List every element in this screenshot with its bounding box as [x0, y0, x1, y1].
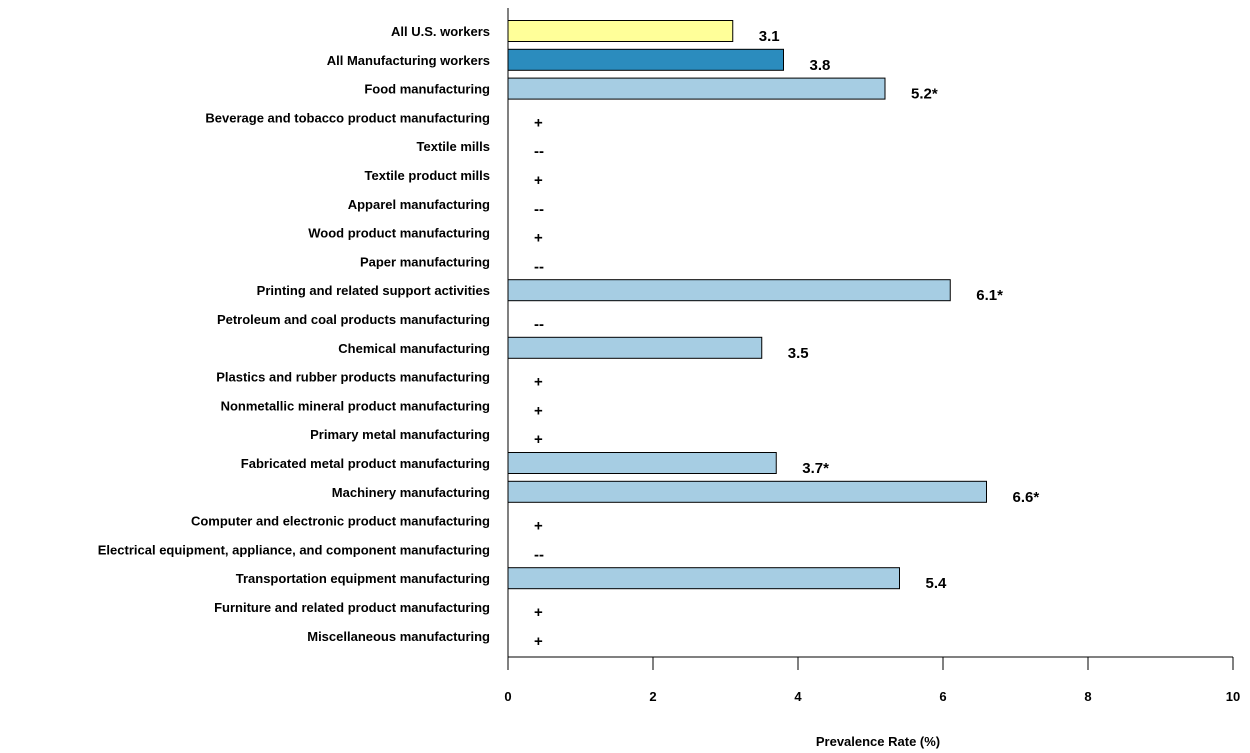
category-label: Machinery manufacturing — [332, 485, 490, 500]
category-label: Food manufacturing — [364, 82, 490, 97]
value-label: 3.5 — [788, 345, 809, 362]
value-label: 5.2* — [911, 86, 938, 103]
category-label: Miscellaneous manufacturing — [307, 629, 490, 644]
category-label: Nonmetallic mineral product manufacturin… — [221, 398, 490, 413]
bar — [507, 336, 763, 359]
category-label: Wood product manufacturing — [308, 226, 490, 241]
category-label: Printing and related support activities — [257, 283, 490, 298]
bar — [507, 480, 987, 503]
value-label: 3.8 — [810, 57, 831, 74]
bar — [507, 20, 734, 42]
category-label: Textile product mills — [365, 168, 490, 183]
category-label: Furniture and related product manufactur… — [214, 600, 490, 615]
x-tick-label: 6 — [939, 689, 946, 704]
bar — [507, 279, 951, 302]
x-tick-label: 4 — [794, 689, 802, 704]
bar — [507, 452, 777, 474]
bar — [507, 77, 886, 100]
category-label: Apparel manufacturing — [348, 197, 490, 212]
value-label: + — [534, 374, 543, 391]
category-label: All Manufacturing workers — [327, 53, 490, 68]
category-labels: All U.S. workers All Manufacturing worker… — [98, 24, 490, 644]
category-label: Chemical manufacturing — [338, 341, 490, 356]
value-label: -- — [534, 258, 544, 275]
category-label: Electrical equipment, appliance, and com… — [98, 542, 490, 557]
value-label: + — [534, 431, 543, 448]
value-label: 3.1 — [759, 28, 780, 45]
bar — [507, 48, 784, 71]
value-label: -- — [534, 143, 544, 160]
x-tick-label: 0 — [504, 689, 511, 704]
value-label: 6.6* — [1013, 489, 1040, 506]
category-label: Computer and electronic product manufact… — [191, 514, 490, 529]
bar — [507, 567, 900, 590]
value-label: 3.7* — [802, 460, 829, 477]
value-label: -- — [534, 201, 544, 218]
category-label: Fabricated metal product manufacturing — [241, 456, 490, 471]
x-tick-label: 10 — [1226, 689, 1240, 704]
x-tick-label: 8 — [1084, 689, 1091, 704]
value-label: + — [534, 114, 543, 131]
value-label: + — [534, 230, 543, 247]
x-axis: 0 2 4 6 8 10 — [504, 8, 1240, 704]
category-label: All U.S. workers — [391, 24, 490, 39]
bars-layer — [507, 20, 987, 590]
x-axis-title: Prevalence Rate (%) — [816, 734, 940, 749]
value-label: 6.1* — [976, 287, 1003, 304]
category-label: Textile mills — [417, 139, 490, 154]
category-label: Plastics and rubber products manufacturi… — [216, 370, 490, 385]
value-labels: 3.1 3.8 5.2* + -- + -- + -- 6.1* -- 3.5 + + +3.7* 6.6* +… — [534, 28, 1039, 650]
category-label: Transportation equipment manufacturing — [236, 571, 490, 586]
value-label: + — [534, 518, 543, 535]
value-label: -- — [534, 546, 544, 563]
category-label: Beverage and tobacco product manufacturi… — [205, 110, 490, 125]
category-label: Petroleum and coal products manufacturin… — [217, 312, 490, 327]
category-label: Primary metal manufacturing — [310, 427, 490, 442]
value-label: + — [534, 633, 543, 650]
value-label: 5.4 — [926, 575, 948, 592]
value-label: + — [534, 604, 543, 621]
value-label: -- — [534, 316, 544, 333]
value-label: + — [534, 172, 543, 189]
x-tick-label: 2 — [649, 689, 656, 704]
value-label: + — [534, 402, 543, 419]
category-label: Paper manufacturing — [360, 254, 490, 269]
